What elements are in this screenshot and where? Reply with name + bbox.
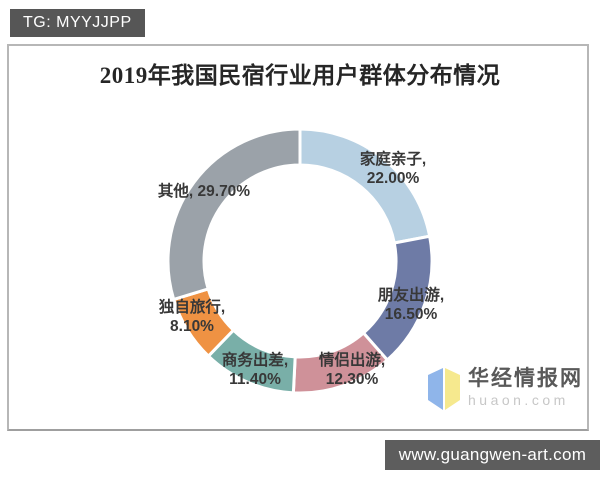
huaon-logo-text: 华经情报网 huaon.com (468, 367, 583, 408)
tg-badge: TG: MYYJJPP (10, 9, 145, 37)
huaon-logo: 华经情报网 huaon.com (427, 367, 583, 411)
chart-title: 2019年我国民宿行业用户群体分布情况 (99, 63, 501, 88)
open-book-icon (428, 368, 460, 410)
segment-label-1: 家庭亲子, 22.00% (360, 149, 426, 187)
segment-label-3: 情侣出游, 12.30% (319, 350, 385, 388)
donut-segment-6 (166, 127, 302, 301)
segment-label-6: 其他, 29.70% (158, 181, 250, 200)
segment-label-5: 独自旅行, 8.10% (159, 297, 225, 335)
footer-url: www.guangwen-art.com (398, 445, 587, 464)
segment-label-2: 朋友出游, 16.50% (378, 285, 444, 323)
segment-label-4: 商务出差, 11.40% (222, 350, 288, 388)
huaon-brand-text: 华经情报网 (468, 367, 583, 390)
huaon-domain-text: huaon.com (468, 392, 569, 408)
footer-url-bar: www.guangwen-art.com (385, 440, 600, 470)
